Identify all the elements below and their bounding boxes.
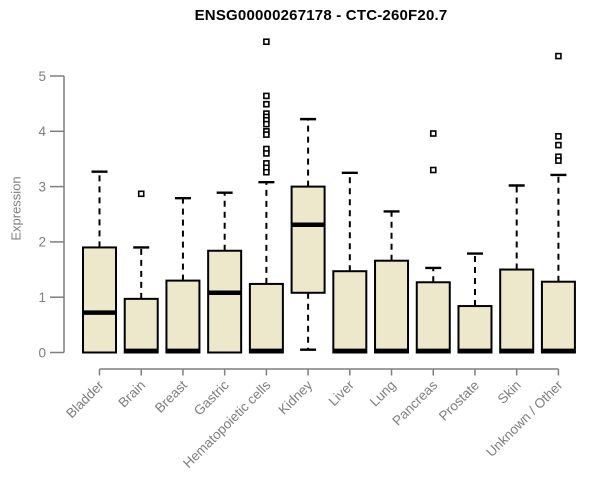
x-tick-label: Lung	[367, 378, 399, 410]
outlier-point	[555, 52, 562, 60]
box	[457, 305, 493, 354]
x-tick-label: Bladder	[63, 377, 107, 421]
y-tick-label: 0	[38, 345, 46, 360]
outlier-point	[263, 38, 270, 46]
outlier-point	[555, 157, 562, 164]
x-tick-label: Pancreas	[389, 377, 440, 428]
x-tick-label: Prostate	[436, 378, 482, 424]
box	[207, 249, 243, 354]
outlier-point	[555, 141, 562, 149]
box	[290, 185, 326, 294]
outlier-point	[429, 166, 437, 174]
box	[123, 297, 159, 354]
box	[374, 259, 410, 354]
x-tick-label: Unknown / Other	[483, 377, 566, 460]
box	[248, 282, 284, 354]
y-tick-label: 5	[38, 69, 46, 84]
box	[332, 270, 368, 354]
outlier-point	[137, 190, 145, 198]
y-tick-label: 1	[38, 290, 46, 305]
outlier-point	[263, 150, 270, 157]
box	[540, 280, 576, 354]
outlier-point	[263, 131, 270, 138]
x-tick-label: Kidney	[275, 377, 315, 417]
y-tick-label: 2	[38, 235, 46, 250]
box	[165, 279, 201, 354]
x-tick-label: Liver	[326, 377, 358, 409]
outlier-point	[429, 130, 437, 137]
box	[82, 246, 117, 354]
outlier-point	[555, 132, 562, 140]
box	[499, 268, 535, 354]
outlier-point	[263, 92, 270, 100]
x-tick-label: Gastric	[191, 377, 232, 418]
chart-title: ENSG00000267178 - CTC-260F20.7	[194, 7, 448, 24]
x-tick-label: Breast	[152, 377, 190, 415]
outlier-point	[263, 168, 270, 176]
y-tick-label: 4	[38, 124, 46, 139]
outlier-point	[263, 100, 270, 108]
x-tick-label: Skin	[495, 378, 524, 407]
box	[415, 281, 451, 354]
y-tick-label: 3	[38, 179, 46, 194]
x-tick-label: Brain	[115, 378, 148, 411]
outlier-point	[263, 120, 270, 128]
